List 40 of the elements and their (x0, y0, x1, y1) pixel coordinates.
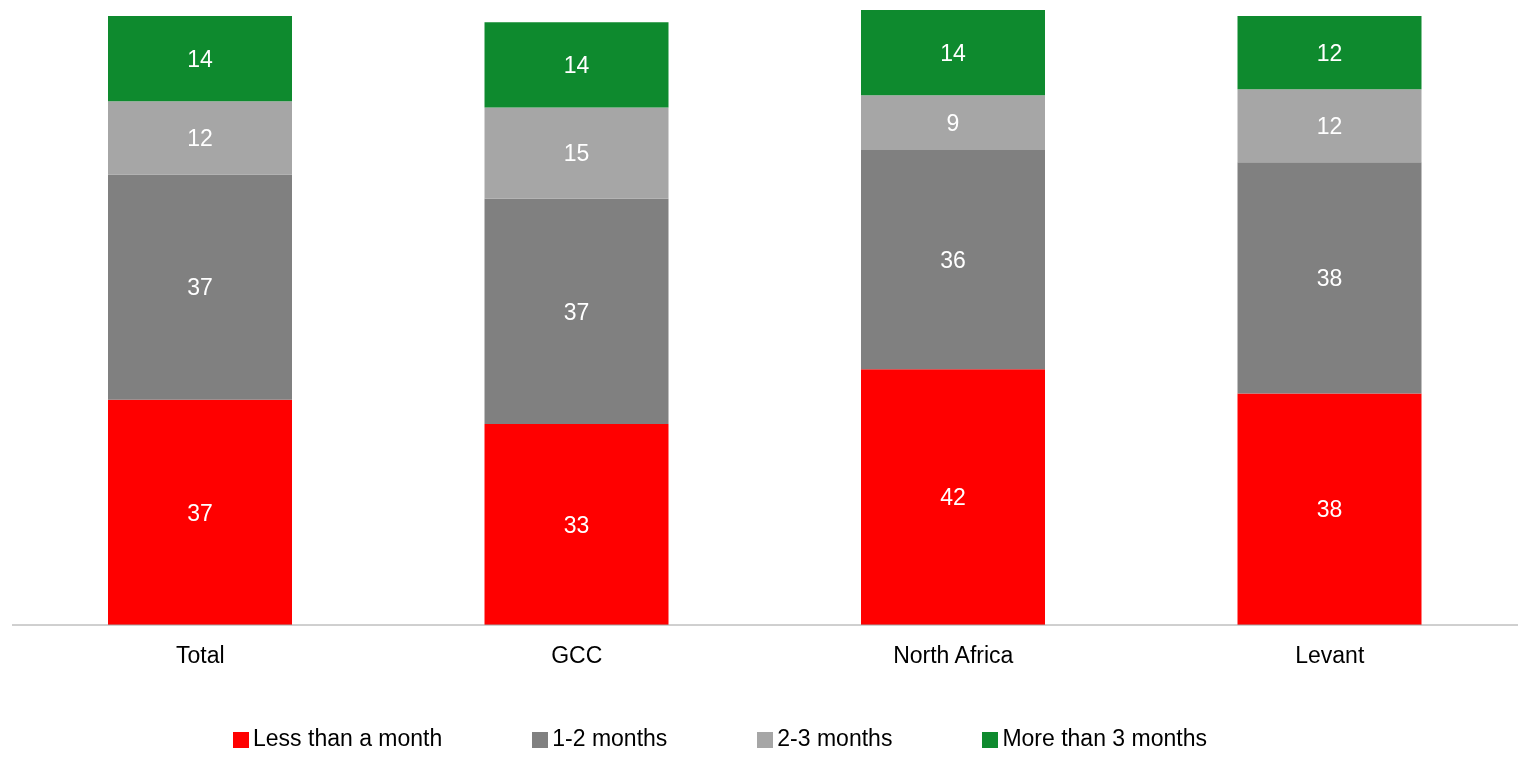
data-label: 12 (187, 125, 213, 152)
bar (108, 174, 293, 400)
bar (861, 150, 1046, 370)
bar (108, 399, 293, 625)
data-label: 36 (940, 246, 966, 273)
x-tick-label: GCC (551, 642, 603, 669)
data-label: 38 (1316, 265, 1343, 292)
bar (484, 22, 669, 108)
data-label: 12 (1316, 112, 1343, 139)
x-tick-label: Levant (1295, 642, 1365, 669)
legend-label: More than 3 months (1002, 725, 1207, 751)
bar (484, 107, 669, 199)
bar (1237, 393, 1422, 625)
bar (861, 95, 1046, 151)
x-tick-label: North Africa (893, 642, 1014, 669)
data-label: 37 (187, 499, 213, 526)
legend-label: 2-3 months (777, 725, 893, 751)
bar (1237, 16, 1422, 90)
bar (861, 10, 1046, 96)
data-label: 9 (946, 109, 960, 136)
data-label: 38 (1316, 496, 1343, 523)
bar (861, 369, 1046, 625)
bar (108, 101, 293, 175)
data-label: 15 (563, 140, 590, 167)
data-label: 14 (940, 39, 966, 66)
bar (1237, 162, 1422, 394)
data-label: 37 (187, 274, 213, 301)
data-label: 14 (187, 45, 213, 72)
legend-label: 1-2 months (552, 725, 668, 751)
bar (1237, 89, 1422, 163)
bar (108, 16, 293, 102)
legend-label: Less than a month (253, 725, 443, 751)
x-tick-label: Total (175, 642, 225, 669)
data-label: 37 (563, 298, 590, 325)
data-label: 33 (563, 511, 590, 538)
bar (484, 424, 669, 625)
data-label: 14 (563, 51, 590, 78)
bar (484, 198, 669, 425)
data-label: 42 (940, 484, 966, 511)
data-label: 12 (1316, 39, 1343, 66)
